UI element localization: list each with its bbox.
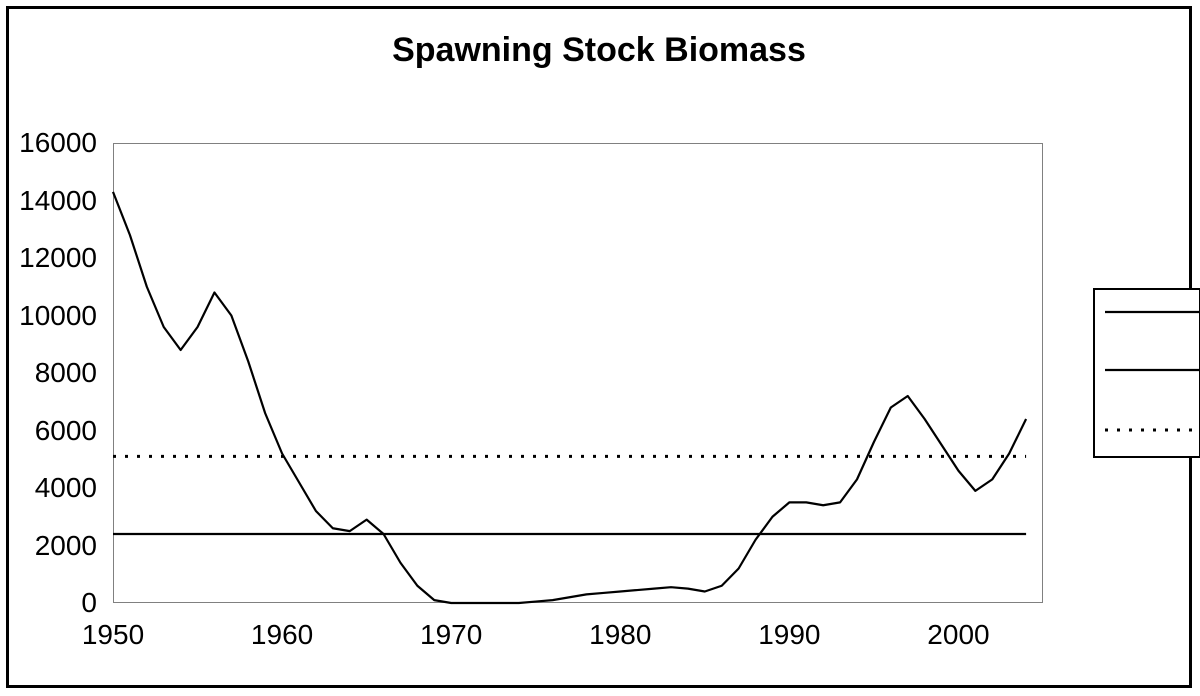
y-tick-label: 8000 [35,357,97,389]
chart-lines [9,9,1195,691]
x-tick-label: 1960 [251,619,313,651]
chart-frame: Spawning Stock Biomass 02000400060008000… [6,6,1192,688]
series-ssb [113,192,1026,603]
y-tick-label: 4000 [35,472,97,504]
x-tick-label: 1950 [82,619,144,651]
y-tick-label: 16000 [19,127,97,159]
y-tick-label: 6000 [35,415,97,447]
y-tick-label: 12000 [19,242,97,274]
y-tick-label: 14000 [19,185,97,217]
x-tick-label: 1990 [758,619,820,651]
x-tick-label: 2000 [927,619,989,651]
y-tick-label: 2000 [35,530,97,562]
x-tick-label: 1970 [420,619,482,651]
legend [1093,288,1200,458]
y-tick-label: 0 [81,587,97,619]
x-tick-label: 1980 [589,619,651,651]
y-tick-label: 10000 [19,300,97,332]
